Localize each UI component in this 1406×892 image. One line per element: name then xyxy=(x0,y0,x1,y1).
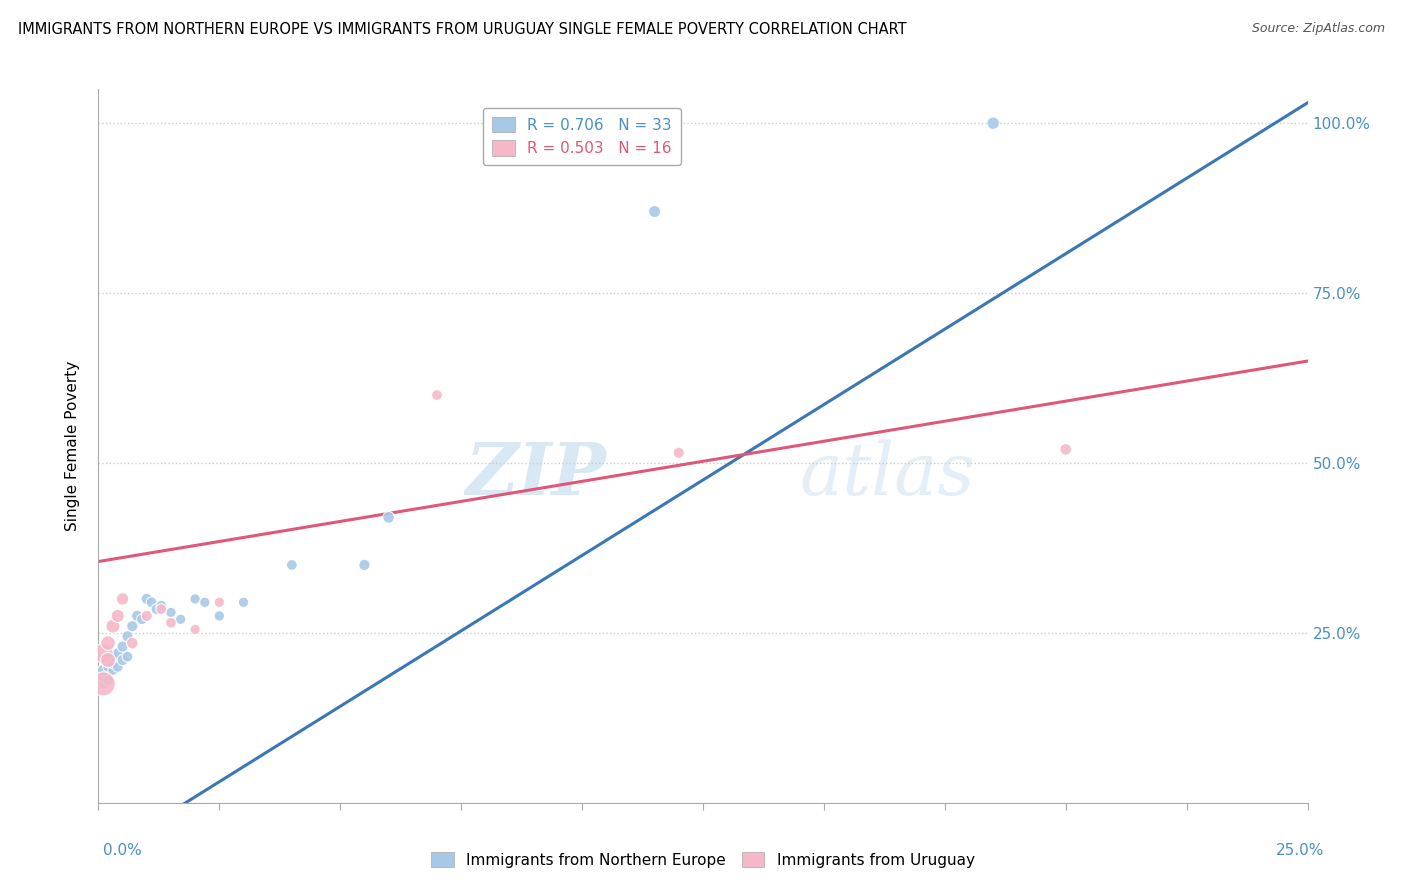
Point xyxy=(91,670,114,684)
Point xyxy=(141,595,163,609)
Legend: Immigrants from Northern Europe, Immigrants from Uruguay: Immigrants from Northern Europe, Immigra… xyxy=(425,846,981,873)
Point xyxy=(101,663,124,677)
Text: Source: ZipAtlas.com: Source: ZipAtlas.com xyxy=(1251,22,1385,36)
Point xyxy=(127,608,149,623)
Point xyxy=(107,646,129,660)
Point xyxy=(377,510,399,524)
Point xyxy=(101,649,124,664)
Point xyxy=(353,558,375,572)
Point xyxy=(160,606,183,620)
Point xyxy=(111,653,134,667)
Point xyxy=(97,660,120,674)
Point xyxy=(97,673,120,688)
Point xyxy=(117,629,139,643)
Point xyxy=(101,657,124,671)
Text: 25.0%: 25.0% xyxy=(1277,843,1324,858)
Legend: R = 0.706   N = 33, R = 0.503   N = 16: R = 0.706 N = 33, R = 0.503 N = 16 xyxy=(484,108,681,166)
Point xyxy=(668,446,690,460)
Point xyxy=(145,602,167,616)
Y-axis label: Single Female Poverty: Single Female Poverty xyxy=(65,361,80,531)
Point xyxy=(97,653,120,667)
Point xyxy=(101,619,124,633)
Point xyxy=(91,677,114,691)
Text: ZIP: ZIP xyxy=(465,439,606,510)
Point xyxy=(426,388,449,402)
Point xyxy=(208,608,231,623)
Point xyxy=(91,663,114,677)
Point xyxy=(194,595,217,609)
Point xyxy=(121,636,143,650)
Point xyxy=(644,204,666,219)
Point xyxy=(281,558,304,572)
Point xyxy=(107,660,129,674)
Point xyxy=(135,608,157,623)
Point xyxy=(97,636,120,650)
Point xyxy=(160,615,183,630)
Point xyxy=(232,595,254,609)
Point xyxy=(131,612,153,626)
Point xyxy=(107,608,129,623)
Text: atlas: atlas xyxy=(800,439,976,510)
Point xyxy=(91,646,114,660)
Point xyxy=(1054,442,1077,457)
Point xyxy=(150,602,173,616)
Point xyxy=(208,595,231,609)
Point xyxy=(150,599,173,613)
Text: IMMIGRANTS FROM NORTHERN EUROPE VS IMMIGRANTS FROM URUGUAY SINGLE FEMALE POVERTY: IMMIGRANTS FROM NORTHERN EUROPE VS IMMIG… xyxy=(18,22,907,37)
Point xyxy=(169,612,191,626)
Point xyxy=(121,619,143,633)
Point xyxy=(981,116,1004,130)
Text: 0.0%: 0.0% xyxy=(103,843,142,858)
Point xyxy=(111,591,134,606)
Point xyxy=(111,640,134,654)
Point xyxy=(117,649,139,664)
Point xyxy=(97,653,120,667)
Point xyxy=(135,591,157,606)
Point xyxy=(184,591,207,606)
Point xyxy=(184,623,207,637)
Point xyxy=(91,677,114,691)
